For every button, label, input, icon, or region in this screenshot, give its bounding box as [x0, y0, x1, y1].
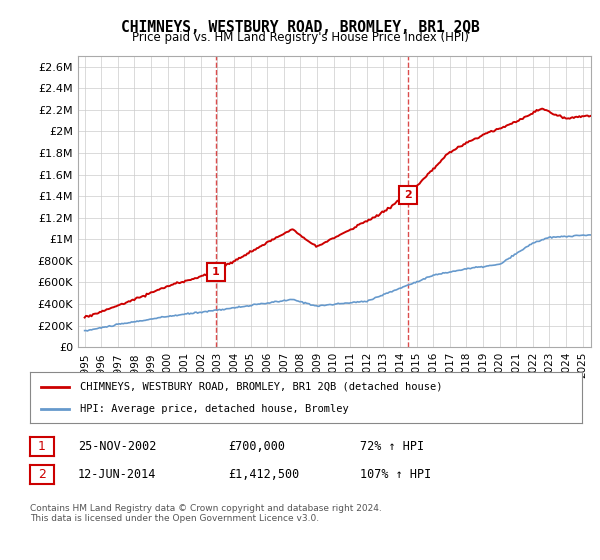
Text: HPI: Average price, detached house, Bromley: HPI: Average price, detached house, Brom… — [80, 404, 349, 414]
Text: 1: 1 — [212, 267, 220, 277]
Text: 107% ↑ HPI: 107% ↑ HPI — [360, 468, 431, 481]
Text: CHIMNEYS, WESTBURY ROAD, BROMLEY, BR1 2QB: CHIMNEYS, WESTBURY ROAD, BROMLEY, BR1 2Q… — [121, 20, 479, 35]
Text: 25-NOV-2002: 25-NOV-2002 — [78, 440, 157, 453]
Text: CHIMNEYS, WESTBURY ROAD, BROMLEY, BR1 2QB (detached house): CHIMNEYS, WESTBURY ROAD, BROMLEY, BR1 2Q… — [80, 381, 442, 391]
Text: 2: 2 — [38, 468, 46, 481]
Text: 1: 1 — [38, 440, 46, 453]
Text: 72% ↑ HPI: 72% ↑ HPI — [360, 440, 424, 453]
Text: 2: 2 — [404, 190, 412, 200]
Text: 12-JUN-2014: 12-JUN-2014 — [78, 468, 157, 481]
Text: Price paid vs. HM Land Registry's House Price Index (HPI): Price paid vs. HM Land Registry's House … — [131, 31, 469, 44]
Text: £1,412,500: £1,412,500 — [228, 468, 299, 481]
Text: £700,000: £700,000 — [228, 440, 285, 453]
Text: Contains HM Land Registry data © Crown copyright and database right 2024.
This d: Contains HM Land Registry data © Crown c… — [30, 504, 382, 524]
